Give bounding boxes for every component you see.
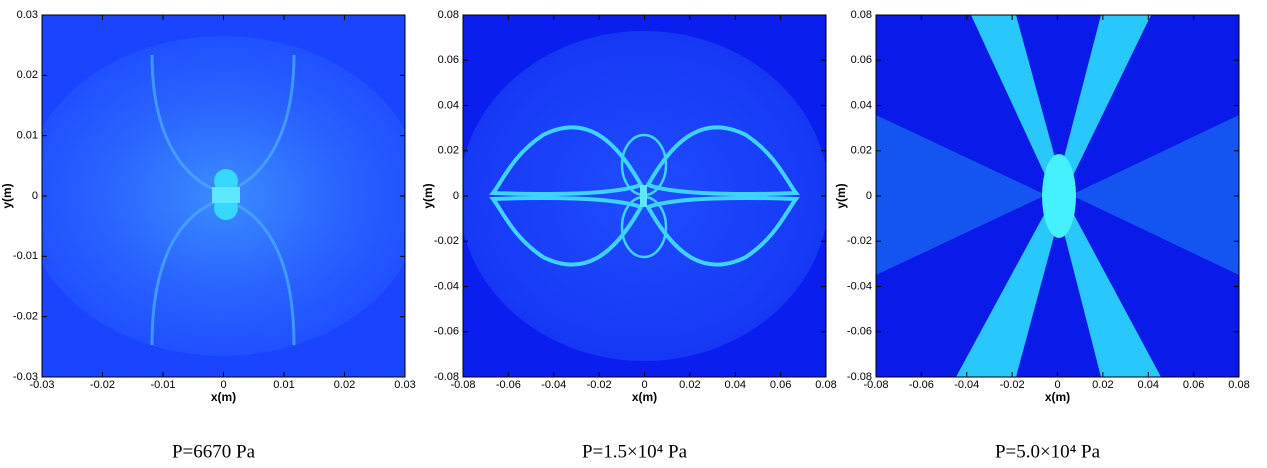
x-tick-label: -0.04: [541, 379, 566, 391]
x-tick-label: -0.08: [863, 379, 888, 391]
x-tick-label: 0.04: [1138, 379, 1159, 391]
x-tick-label: 0.08: [815, 379, 836, 391]
y-tick-label: -0.04: [434, 280, 459, 292]
x-tick-label: 0.02: [679, 379, 700, 391]
x-tick-label: 0.06: [770, 379, 791, 391]
x-axis-label: x(m): [1045, 390, 1070, 404]
y-tick-label: 0.04: [851, 99, 872, 111]
y-tick-label: 0.02: [438, 145, 459, 157]
y-tick-label: 0.08: [438, 9, 459, 21]
y-tick-label: -0.02: [434, 235, 459, 247]
x-tick-label: 0.03: [394, 379, 415, 391]
x-tick-label: -0.02: [587, 379, 612, 391]
y-tick-label: 0.06: [438, 54, 459, 66]
y-tick-label: 0: [866, 190, 872, 202]
x-tick-label: -0.01: [150, 379, 175, 391]
y-axis-label: y(m): [421, 183, 435, 208]
y-tick-label: 0.01: [17, 130, 38, 142]
x-axis-label: x(m): [632, 390, 657, 404]
x-tick-label: -0.02: [90, 379, 115, 391]
y-tick-label: 0: [32, 190, 38, 202]
y-tick-label: -0.01: [13, 250, 38, 262]
y-tick-label: -0.04: [847, 280, 872, 292]
y-tick-label: 0.02: [851, 145, 872, 157]
caption: P=6670 Pa: [172, 441, 256, 462]
y-tick-label: 0.03: [17, 9, 38, 21]
y-tick-label: -0.08: [847, 371, 872, 383]
y-tick-label: -0.02: [13, 311, 38, 323]
y-tick-label: -0.02: [847, 235, 872, 247]
x-tick-label: 0.02: [334, 379, 355, 391]
x-tick-label: 0.06: [1183, 379, 1204, 391]
y-tick-label: 0: [453, 190, 459, 202]
y-tick-label: 0.02: [17, 69, 38, 81]
y-tick-label: -0.06: [434, 326, 459, 338]
x-tick-label: -0.02: [1000, 379, 1025, 391]
x-tick-label: 0: [1054, 379, 1060, 391]
x-tick-label: 0.08: [1228, 379, 1249, 391]
x-tick-label: -0.06: [496, 379, 521, 391]
x-tick-label: -0.04: [954, 379, 979, 391]
x-tick-label: 0.01: [273, 379, 294, 391]
x-axis-label: x(m): [211, 390, 236, 404]
x-tick-label: 0.02: [1092, 379, 1113, 391]
field-image: [42, 15, 405, 377]
x-tick-label: -0.08: [450, 379, 475, 391]
caption: P=1.5×10⁴ Pa: [582, 441, 688, 462]
y-tick-label: -0.06: [847, 326, 872, 338]
y-tick-label: 0.04: [438, 99, 459, 111]
field-image: [463, 15, 826, 377]
field-image: [876, 15, 1239, 377]
x-tick-label: -0.06: [909, 379, 934, 391]
y-tick-label: 0.08: [851, 9, 872, 21]
y-axis-label: y(m): [834, 183, 848, 208]
x-tick-label: 0: [220, 379, 226, 391]
y-tick-label: -0.03: [13, 371, 38, 383]
caption: P=5.0×10⁴ Pa: [995, 441, 1101, 462]
y-axis-label: y(m): [0, 183, 14, 208]
y-tick-label: 0.06: [851, 54, 872, 66]
x-tick-label: -0.03: [29, 379, 54, 391]
y-tick-label: -0.08: [434, 371, 459, 383]
x-tick-label: 0.04: [725, 379, 746, 391]
x-tick-label: 0: [641, 379, 647, 391]
